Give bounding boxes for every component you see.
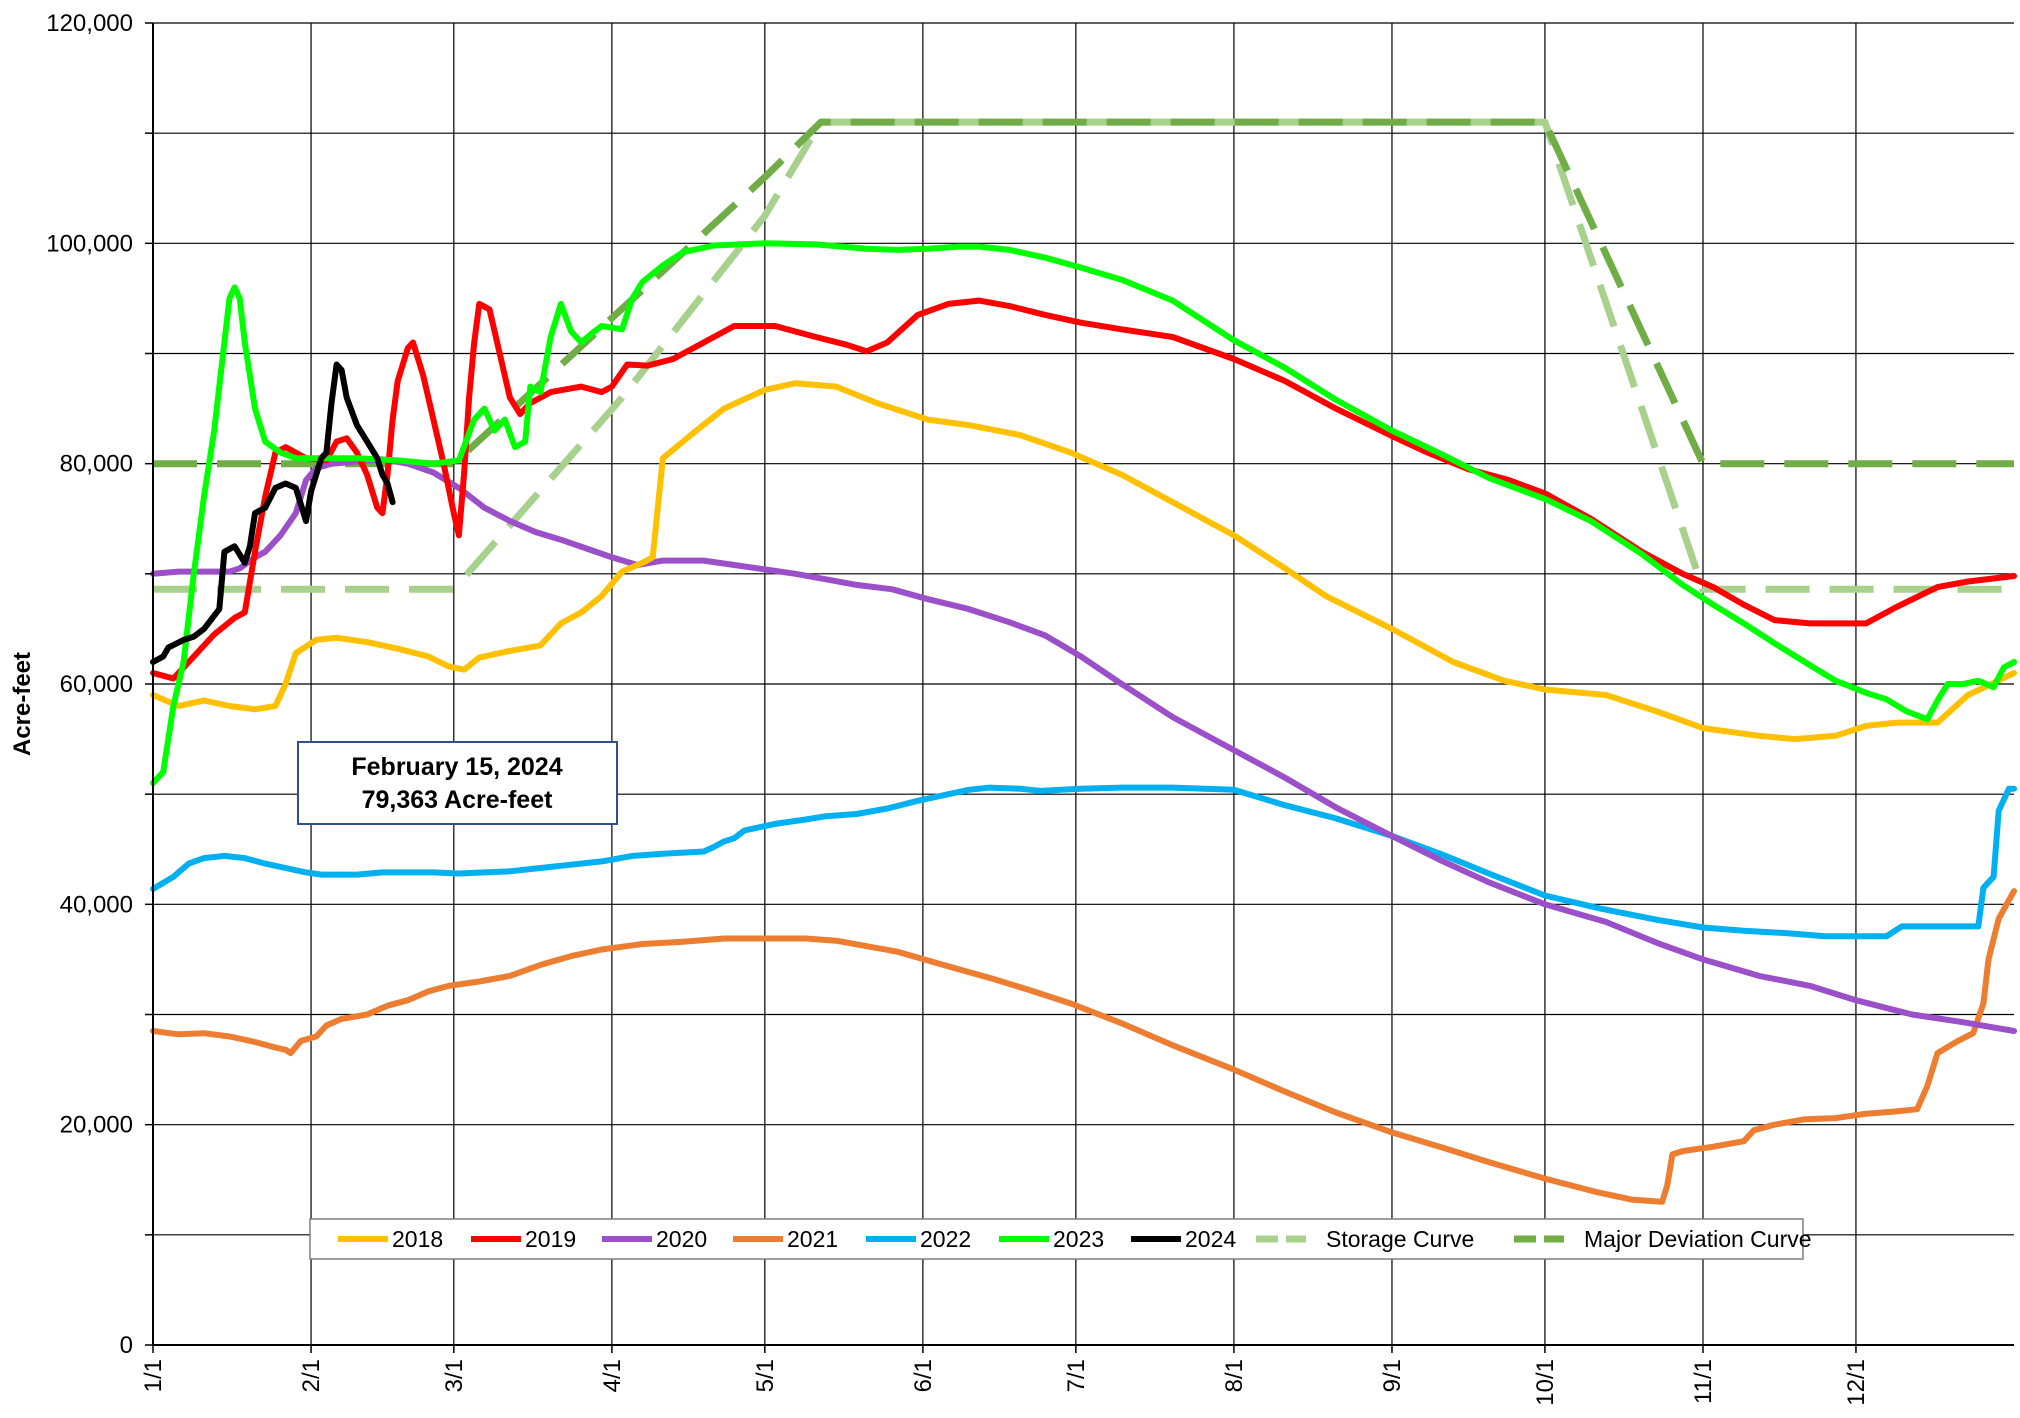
x-tick-label: 7/1: [1063, 1359, 1090, 1392]
series-line-storage-curve: [153, 118, 2014, 593]
legend-label: Storage Curve: [1326, 1226, 1474, 1252]
x-tick-label: 10/1: [1532, 1359, 1559, 1406]
x-tick-label: 4/1: [599, 1359, 626, 1392]
x-tick-label: 11/1: [1690, 1359, 1717, 1404]
annotation-date: February 15, 2024: [351, 753, 562, 781]
legend-label: 2019: [525, 1226, 576, 1252]
x-tick-label: 8/1: [1221, 1359, 1248, 1392]
y-tick-label: 40,000: [60, 891, 133, 918]
series-line-major-deviation-curve: [153, 118, 2014, 468]
series-line-2023: [150, 240, 2017, 787]
legend-label: 2022: [920, 1226, 971, 1252]
legend: 2018 2019 2020 2021 2022 2023 2024 Storage Curv…: [309, 1218, 1812, 1260]
y-tick-label: 0: [120, 1332, 133, 1359]
x-tick-label: 12/1: [1843, 1359, 1870, 1406]
series-line-2024: [150, 361, 396, 665]
y-tick-labels: 0 20,000 40,000 60,000 80,000 100,000 120,000: [46, 10, 133, 1359]
y-tick-label: 100,000: [46, 230, 133, 257]
legend-label: Major Deviation Curve: [1584, 1226, 1812, 1252]
x-tick-labels: 1/1 2/1 3/1 4/1 5/1 6/1 7/1 8/1 9/1 10/1 11/1 12/1: [140, 1359, 1870, 1406]
legend-label: 2020: [656, 1226, 707, 1252]
y-axis-title: Acre-feet: [9, 652, 36, 756]
legend-label: 2024: [1185, 1226, 1236, 1252]
y-tick-label: 120,000: [46, 10, 133, 37]
y-tick-label: 80,000: [60, 451, 133, 478]
annotation-frame: [297, 741, 618, 825]
grid: [152, 22, 2014, 1346]
legend-items: 2018 2019 2020 2021 2022 2023 2024 Storage Curv…: [338, 1226, 1812, 1252]
x-tick-label: 6/1: [910, 1359, 937, 1392]
x-tick-label: 2/1: [298, 1359, 325, 1392]
x-tick-label: 3/1: [441, 1359, 468, 1392]
x-tick-label: 5/1: [752, 1359, 779, 1392]
legend-label: 2023: [1053, 1226, 1104, 1252]
axes: [145, 22, 2014, 1353]
series-line-2018: [150, 380, 2017, 743]
legend-label: 2018: [392, 1226, 443, 1252]
x-tick-label: 9/1: [1379, 1359, 1406, 1392]
series-line-2019: [150, 297, 2017, 682]
series-line-2020: [150, 456, 2017, 1034]
y-tick-label: 60,000: [60, 671, 133, 698]
y-tick-label: 20,000: [60, 1112, 133, 1139]
series-line-2022: [150, 784, 2017, 940]
x-tick-label: 1/1: [140, 1359, 167, 1392]
annotation-value: 79,363 Acre-feet: [362, 786, 554, 814]
series-line-2021: [150, 888, 2017, 1205]
annotation-box: February 15, 2024 79,363 Acre-feet: [297, 741, 618, 825]
series-lines: [150, 118, 2017, 1205]
legend-label: 2021: [787, 1226, 838, 1252]
